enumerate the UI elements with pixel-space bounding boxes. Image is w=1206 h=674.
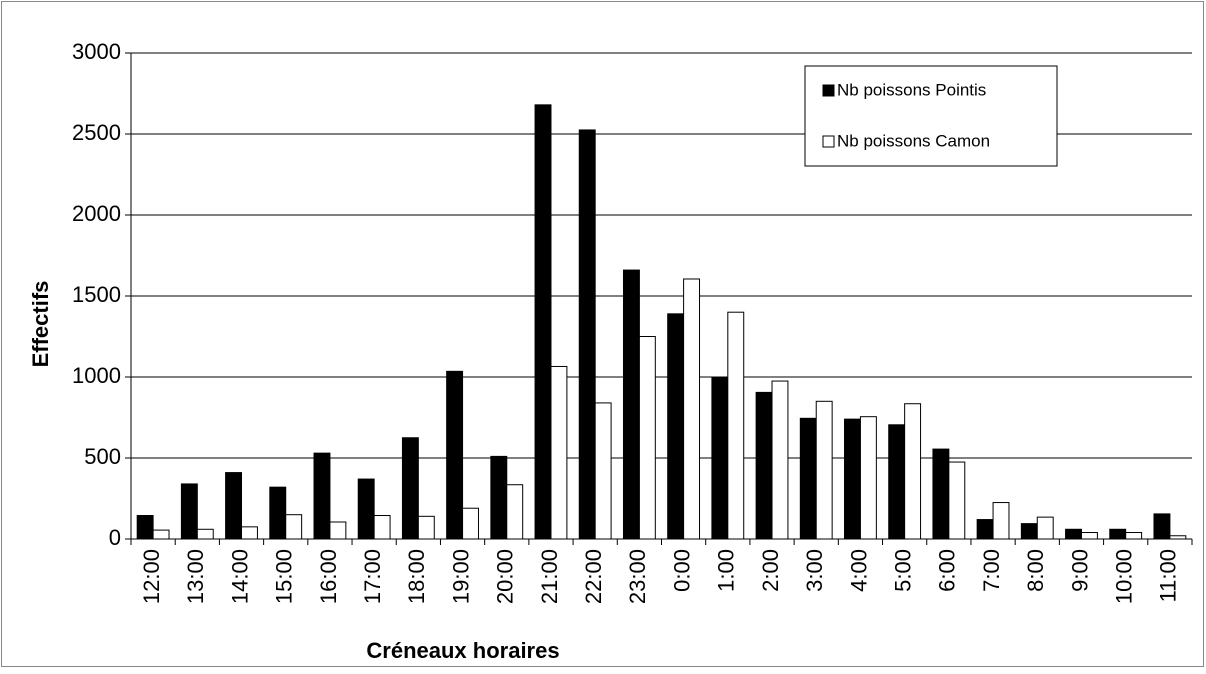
bar	[771, 380, 789, 540]
bar	[683, 278, 701, 540]
bar	[180, 483, 198, 540]
bar	[755, 391, 773, 540]
bar	[667, 313, 685, 540]
bar	[711, 376, 729, 540]
x-tick-label: 21:00	[537, 549, 562, 604]
bar	[1109, 528, 1127, 540]
bar	[550, 365, 568, 540]
legend-box	[804, 65, 1058, 167]
y-tick-label: 3000	[72, 39, 121, 64]
x-tick-label: 18:00	[404, 549, 429, 604]
x-tick-label: 6:00	[935, 549, 960, 592]
bar	[594, 402, 612, 540]
bar	[622, 269, 640, 540]
bar	[152, 529, 170, 540]
x-tick-label: 3:00	[802, 549, 827, 592]
bar	[241, 526, 258, 540]
bar	[932, 448, 950, 540]
x-tick-label: 1:00	[714, 549, 739, 592]
bar	[1036, 516, 1054, 540]
bar	[888, 424, 906, 540]
bar	[196, 528, 214, 540]
bar	[815, 400, 833, 540]
x-tick-label: 19:00	[448, 549, 473, 604]
legend-label: Nb poissons Camon	[837, 131, 990, 150]
bar	[313, 452, 331, 540]
x-tick-label: 9:00	[1067, 549, 1092, 592]
y-tick-label: 2000	[72, 201, 121, 226]
x-tick-label: 23:00	[625, 549, 650, 604]
y-tick-label: 0	[109, 525, 121, 550]
bar	[1125, 532, 1143, 540]
x-tick-label: 15:00	[272, 549, 297, 604]
x-tick-label: 10:00	[1112, 549, 1137, 604]
bar	[329, 521, 347, 540]
bar	[417, 515, 435, 540]
legend-label: Nb poissons Pointis	[837, 80, 986, 99]
x-tick-label: 5:00	[890, 549, 915, 592]
bar	[799, 417, 817, 540]
bar	[446, 370, 464, 540]
bar	[1065, 528, 1082, 540]
x-tick-label: 4:00	[846, 549, 871, 592]
bar	[534, 104, 552, 540]
y-tick-label: 500	[84, 444, 121, 469]
bar	[1169, 535, 1187, 540]
bar	[401, 437, 419, 540]
bar	[285, 514, 303, 540]
bar	[462, 507, 479, 540]
y-tick-label: 1500	[72, 282, 121, 307]
bar	[1153, 513, 1171, 540]
bar	[948, 461, 966, 540]
x-tick-label: 17:00	[360, 549, 385, 604]
bar	[727, 311, 745, 540]
bar	[1020, 523, 1038, 540]
bar	[638, 336, 656, 540]
x-tick-label: 16:00	[316, 549, 341, 604]
bar	[1080, 532, 1098, 540]
bar	[269, 486, 287, 540]
y-axis-title: Effectifs	[28, 281, 53, 368]
x-tick-label: 12:00	[139, 549, 164, 604]
bar	[506, 484, 524, 540]
legend-swatch	[822, 84, 835, 97]
bar	[225, 472, 243, 540]
bar	[904, 403, 922, 540]
bar	[136, 515, 154, 540]
bar	[992, 502, 1010, 540]
x-tick-label: 0:00	[669, 549, 694, 592]
x-tick-label: 7:00	[979, 549, 1004, 592]
bar	[490, 455, 508, 540]
bar	[976, 519, 994, 540]
x-tick-label: 11:00	[1156, 549, 1181, 602]
bar	[844, 418, 861, 540]
x-tick-label: 20:00	[493, 549, 518, 604]
x-tick-label: 22:00	[581, 549, 606, 604]
y-tick-label: 2500	[72, 120, 121, 145]
y-tick-label: 1000	[72, 363, 121, 388]
bar	[859, 416, 877, 540]
bar	[578, 129, 596, 540]
x-tick-label: 13:00	[183, 549, 208, 604]
x-tick-label: 8:00	[1023, 549, 1048, 592]
x-tick-label: 2:00	[758, 549, 783, 592]
bar	[357, 478, 375, 540]
x-axis-title: Créneaux horaires	[366, 638, 559, 663]
x-tick-label: 14:00	[227, 549, 252, 604]
legend-swatch	[822, 135, 835, 148]
bar	[373, 515, 391, 540]
